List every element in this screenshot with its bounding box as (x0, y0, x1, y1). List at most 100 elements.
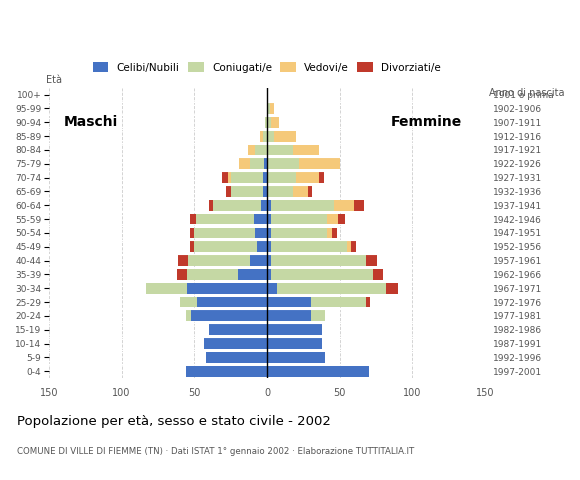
Bar (146, 283, 187, 294)
Bar (254, 214, 267, 225)
Bar (267, 324, 322, 335)
Bar (332, 228, 337, 238)
Bar (264, 158, 267, 169)
Text: COMUNE DI VILLE DI FIEMME (TN) · Dati ISTAT 1° gennaio 2002 · Elaborazione TUTTI: COMUNE DI VILLE DI FIEMME (TN) · Dati IS… (17, 446, 415, 456)
Bar (319, 172, 324, 183)
Bar (293, 144, 319, 156)
Bar (347, 241, 351, 252)
Bar (231, 172, 263, 183)
Bar (310, 297, 366, 307)
Bar (178, 255, 188, 266)
Bar (267, 117, 271, 128)
Bar (231, 186, 263, 197)
Bar (263, 172, 267, 183)
Bar (299, 158, 340, 169)
Bar (366, 255, 378, 266)
Bar (177, 269, 187, 280)
Bar (274, 131, 296, 142)
Bar (267, 241, 271, 252)
Bar (188, 255, 249, 266)
Bar (310, 311, 325, 321)
Bar (267, 255, 271, 266)
Bar (373, 269, 383, 280)
Bar (257, 241, 267, 252)
Bar (327, 228, 332, 238)
Bar (271, 117, 278, 128)
Bar (271, 255, 366, 266)
Bar (190, 241, 194, 252)
Bar (267, 200, 271, 211)
Bar (209, 200, 213, 211)
Bar (261, 200, 267, 211)
Bar (267, 283, 277, 294)
Bar (271, 200, 334, 211)
Bar (206, 352, 267, 363)
Bar (222, 172, 228, 183)
Bar (248, 144, 255, 156)
Bar (267, 338, 322, 349)
Bar (213, 200, 261, 211)
Bar (263, 186, 267, 197)
Bar (249, 158, 264, 169)
Bar (187, 283, 267, 294)
Bar (190, 228, 194, 238)
Bar (267, 214, 271, 225)
Bar (386, 283, 398, 294)
Text: Maschi: Maschi (63, 115, 118, 129)
Bar (267, 131, 274, 142)
Text: Anno di nascita: Anno di nascita (490, 88, 565, 98)
Bar (204, 338, 267, 349)
Bar (194, 228, 255, 238)
Bar (194, 241, 257, 252)
Bar (255, 144, 267, 156)
Bar (180, 297, 197, 307)
Bar (266, 117, 267, 128)
Bar (277, 283, 386, 294)
Legend: Celibi/Nubili, Coniugati/e, Vedovi/e, Divorziati/e: Celibi/Nubili, Coniugati/e, Vedovi/e, Di… (89, 58, 445, 77)
Bar (195, 214, 254, 225)
Bar (327, 214, 338, 225)
Bar (267, 269, 271, 280)
Bar (293, 186, 307, 197)
Bar (271, 241, 347, 252)
Bar (186, 366, 267, 376)
Bar (366, 297, 370, 307)
Bar (307, 186, 312, 197)
Bar (197, 297, 267, 307)
Text: Popolazione per età, sesso e stato civile - 2002: Popolazione per età, sesso e stato civil… (17, 415, 331, 428)
Bar (191, 311, 267, 321)
Text: Femmine: Femmine (390, 115, 462, 129)
Bar (296, 172, 319, 183)
Bar (240, 158, 249, 169)
Bar (238, 269, 267, 280)
Bar (334, 200, 354, 211)
Bar (271, 228, 327, 238)
Bar (228, 172, 231, 183)
Bar (186, 311, 191, 321)
Bar (338, 214, 346, 225)
Bar (267, 144, 293, 156)
Bar (255, 228, 267, 238)
Bar (267, 103, 270, 114)
Bar (249, 255, 267, 266)
Bar (354, 200, 364, 211)
Bar (270, 103, 274, 114)
Bar (267, 297, 310, 307)
Text: Età: Età (46, 75, 62, 85)
Bar (187, 269, 238, 280)
Bar (267, 311, 310, 321)
Bar (271, 214, 327, 225)
Bar (267, 228, 271, 238)
Bar (260, 131, 263, 142)
Bar (263, 131, 267, 142)
Bar (267, 172, 296, 183)
Bar (267, 366, 369, 376)
Bar (267, 352, 325, 363)
Bar (271, 269, 373, 280)
Bar (267, 186, 293, 197)
Bar (226, 186, 231, 197)
Bar (190, 214, 195, 225)
Bar (209, 324, 267, 335)
Bar (267, 158, 299, 169)
Bar (351, 241, 356, 252)
